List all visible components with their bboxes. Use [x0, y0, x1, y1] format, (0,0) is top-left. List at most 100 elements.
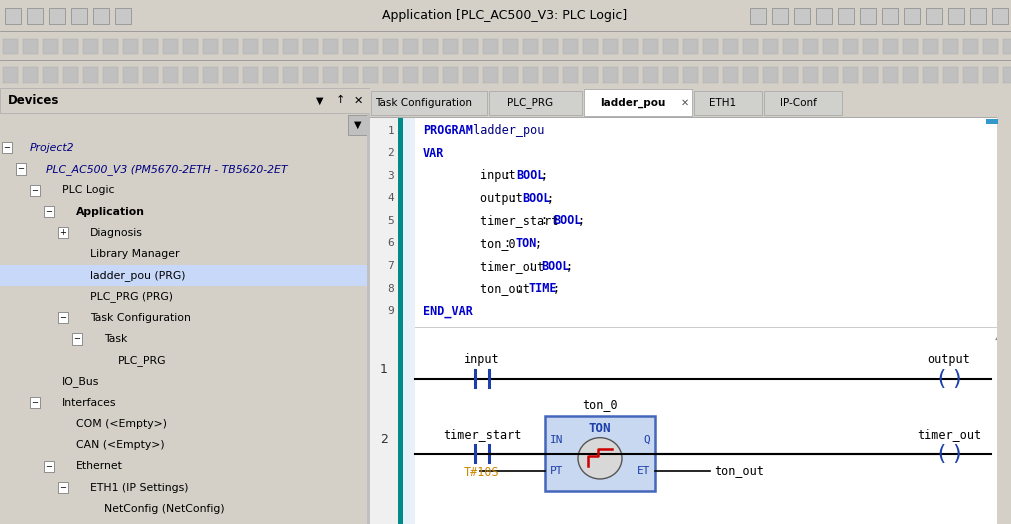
Bar [83, 68, 98, 83]
Bar [63, 68, 78, 83]
Bar [3, 39, 18, 54]
Text: output: output [928, 353, 971, 366]
Bar [986, 119, 998, 124]
Bar [443, 39, 458, 54]
Text: input: input [464, 353, 499, 366]
Bar [703, 68, 718, 83]
Bar [363, 39, 378, 54]
Bar [903, 39, 918, 54]
Text: :: : [529, 259, 543, 272]
Text: +: + [60, 228, 67, 237]
Bar [343, 68, 358, 83]
Bar [383, 68, 398, 83]
Bar [183, 68, 198, 83]
Text: BOOL: BOOL [553, 214, 581, 227]
Text: 8: 8 [387, 283, 394, 293]
Text: 2: 2 [380, 433, 388, 446]
Bar [643, 39, 658, 54]
Bar [370, 327, 1011, 328]
Text: ;: ; [535, 237, 542, 250]
Bar [0, 265, 367, 286]
Bar [103, 68, 118, 83]
Bar [58, 482, 68, 493]
Text: Devices: Devices [8, 94, 60, 107]
Bar [58, 312, 68, 323]
Bar [383, 39, 398, 54]
Bar [750, 8, 766, 24]
Bar [483, 39, 498, 54]
Bar [370, 117, 1011, 118]
Text: BOOL: BOOL [541, 259, 569, 272]
Text: VAR: VAR [423, 147, 445, 160]
Text: TON: TON [588, 422, 612, 435]
Bar [523, 39, 538, 54]
Bar [764, 91, 842, 115]
Bar [103, 39, 118, 54]
Bar [223, 68, 238, 83]
Bar [503, 68, 518, 83]
Text: −: − [17, 165, 24, 173]
Text: ;: ; [553, 282, 560, 295]
Text: ✕: ✕ [353, 95, 363, 105]
Bar [794, 8, 810, 24]
Bar [30, 185, 40, 196]
Text: END_VAR: END_VAR [423, 304, 473, 318]
Text: 6: 6 [387, 238, 394, 248]
Text: CAN (<Empty>): CAN (<Empty>) [76, 440, 165, 450]
Text: ton_out: ton_out [423, 282, 530, 295]
Bar [783, 68, 798, 83]
Text: ;: ; [565, 259, 572, 272]
Bar [72, 333, 82, 345]
Bar [43, 39, 58, 54]
Bar [123, 39, 137, 54]
Text: 2: 2 [387, 148, 394, 158]
Text: PLC_PRG: PLC_PRG [508, 97, 554, 108]
Bar [398, 117, 403, 327]
Text: Interfaces: Interfaces [62, 398, 116, 408]
Bar [783, 39, 798, 54]
Text: :: : [510, 192, 524, 205]
Bar [423, 39, 438, 54]
Text: Task Configuration: Task Configuration [90, 313, 191, 323]
Text: ton_0: ton_0 [582, 398, 618, 411]
Text: timer_start: timer_start [423, 214, 558, 227]
Bar [203, 68, 218, 83]
Text: PLC_PRG (PRG): PLC_PRG (PRG) [90, 291, 173, 302]
Bar [743, 68, 758, 83]
Bar [970, 8, 986, 24]
Text: ET: ET [637, 465, 650, 475]
Text: ↑: ↑ [336, 95, 345, 105]
Bar [263, 68, 278, 83]
Text: IP-Conf: IP-Conf [779, 97, 817, 108]
Bar [27, 8, 43, 24]
Circle shape [578, 438, 622, 479]
Text: −: − [60, 483, 67, 492]
Text: ✕: ✕ [681, 97, 690, 108]
Text: −: − [45, 207, 53, 216]
Text: 1: 1 [380, 363, 388, 376]
Bar [5, 8, 21, 24]
Bar [838, 8, 854, 24]
Bar [543, 68, 558, 83]
Bar [545, 416, 655, 491]
Text: input: input [423, 169, 516, 182]
Text: :: : [541, 214, 555, 227]
Bar [44, 461, 54, 472]
Bar [623, 39, 638, 54]
Bar [772, 8, 788, 24]
Bar [926, 8, 942, 24]
Text: ton_out: ton_out [714, 464, 764, 477]
Text: PLC Logic: PLC Logic [62, 185, 114, 195]
Bar [489, 91, 582, 115]
Text: 4: 4 [387, 193, 394, 203]
Bar [623, 68, 638, 83]
Bar [843, 39, 858, 54]
Bar [763, 39, 778, 54]
Bar [49, 8, 65, 24]
Text: COM (<Empty>): COM (<Empty>) [76, 419, 167, 429]
Bar [403, 327, 415, 524]
Bar [948, 8, 964, 24]
Text: −: − [31, 398, 38, 407]
Bar [93, 8, 109, 24]
Bar [903, 68, 918, 83]
